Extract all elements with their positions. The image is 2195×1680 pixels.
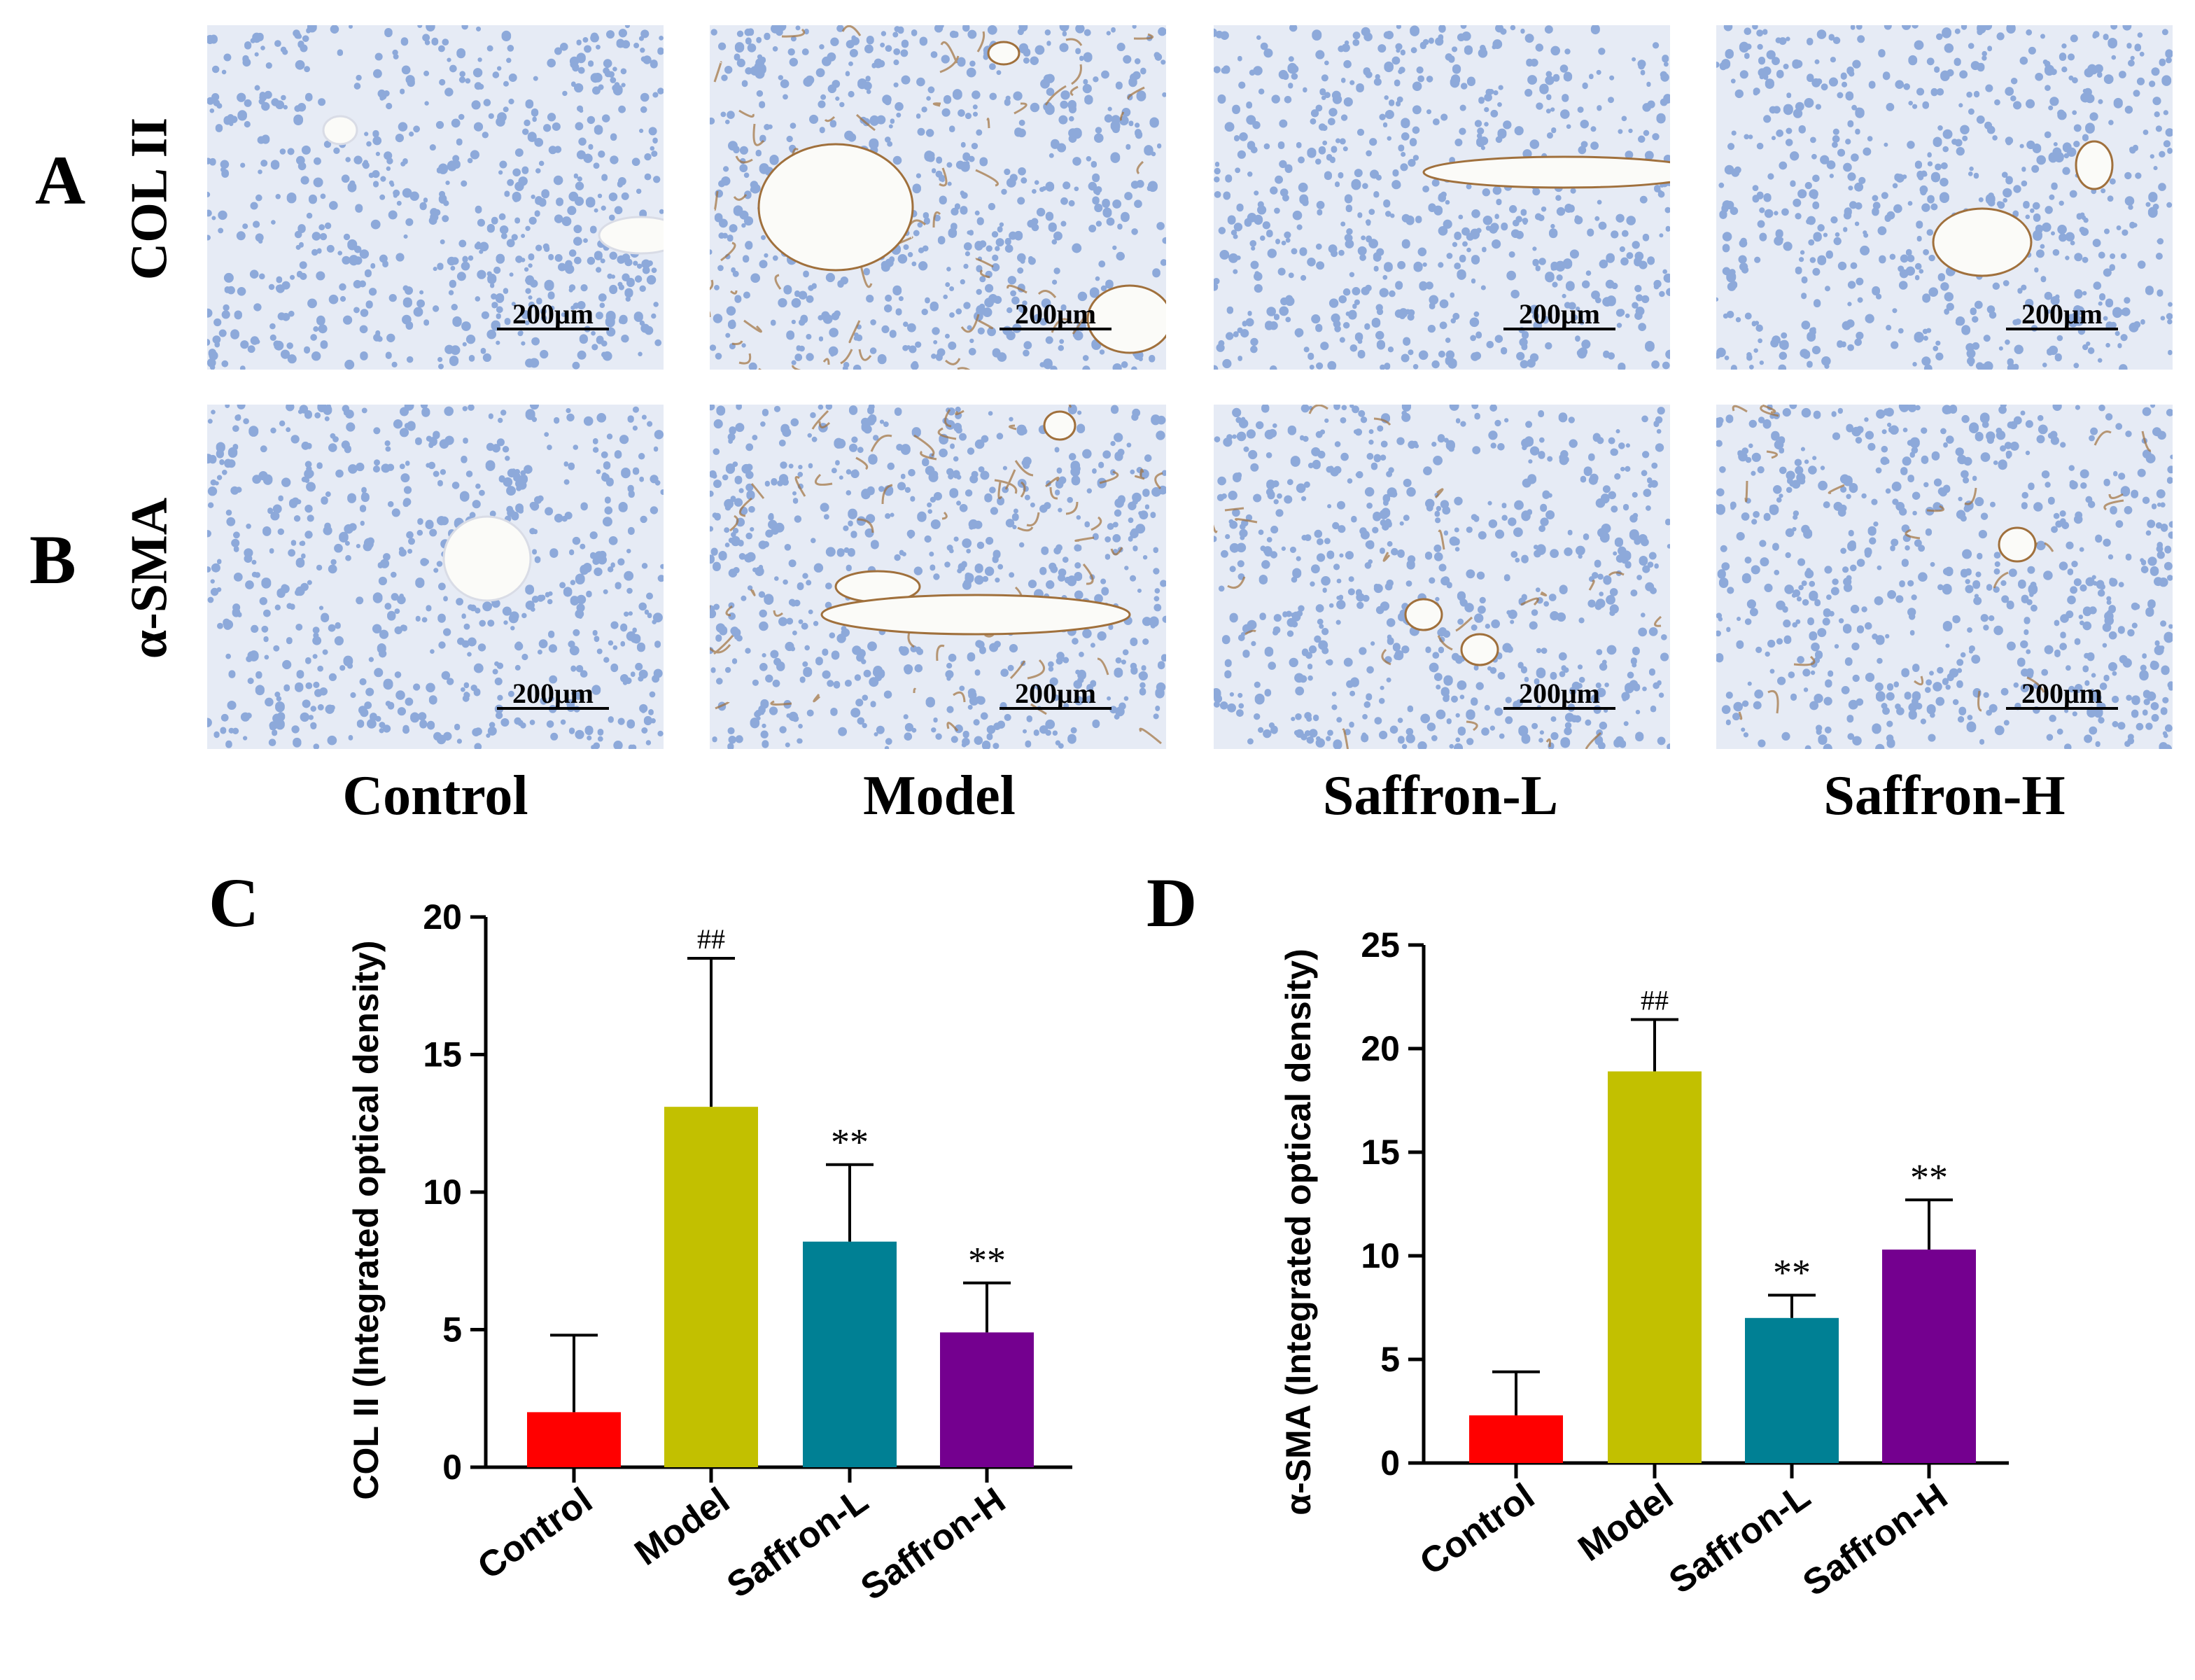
y-tick-label: 5 [1380, 1340, 1400, 1379]
x-tick-label: Control [1412, 1476, 1542, 1583]
y-tick-label: 5 [442, 1310, 462, 1350]
chart-c: 0 5 10 15 20 Control ## Model ** Saffron-L ** Saffr… [346, 897, 1072, 1609]
group-label-model: Model [863, 765, 1016, 827]
x-tick-label: Model [1571, 1476, 1681, 1569]
scale-bar-label: 200μm [512, 678, 594, 709]
scale-bar-label: 200μm [2021, 298, 2103, 330]
panel-letter-a: A [35, 141, 86, 219]
bar-saffron-h [940, 1332, 1034, 1467]
x-tick-label: Saffron-H [854, 1480, 1013, 1608]
x-tick-label: Saffron-L [1662, 1476, 1818, 1602]
x-tick-label: Control [470, 1480, 600, 1588]
micrograph-asma-saffron-l: 200μm [1214, 405, 1670, 749]
significance-mark: ## [697, 923, 725, 955]
bar-control [527, 1412, 621, 1467]
y-tick-label: 0 [1380, 1443, 1400, 1483]
y-tick-label: 10 [1361, 1236, 1400, 1275]
scale-bar-label: 200μm [1519, 678, 1600, 709]
scale-bar-label: 200μm [512, 298, 594, 330]
significance-mark: ** [831, 1121, 869, 1163]
significance-mark: ## [1641, 985, 1669, 1016]
y-tick-label: 0 [442, 1448, 462, 1487]
group-label-saffron-h: Saffron-H [1823, 765, 2066, 827]
y-tick-label: 20 [1361, 1029, 1400, 1068]
y-tick-label: 15 [423, 1035, 462, 1074]
micrograph-col2-control: 200μm [207, 25, 664, 370]
group-label-saffron-l: Saffron-L [1322, 765, 1559, 827]
bar-saffron-l [1745, 1317, 1839, 1463]
panel-letter-d: D [1146, 864, 1198, 941]
scale-bar-label: 200μm [1015, 678, 1096, 709]
bar-control [1469, 1415, 1563, 1463]
micrograph-asma-model: 200μm [710, 405, 1166, 749]
y-tick-label: 20 [423, 897, 462, 937]
chart-d: 0 5 10 15 20 25 Control ## Model ** Saffron-L ** Saf… [1279, 925, 2009, 1604]
bar-model [1608, 1071, 1702, 1463]
bar-saffron-l [803, 1241, 897, 1467]
significance-mark: ** [1910, 1156, 1948, 1198]
x-tick-label: Saffron-H [1796, 1476, 1955, 1604]
scale-bar-label: 200μm [2021, 678, 2103, 709]
y-tick-label: 15 [1361, 1133, 1400, 1172]
y-tick-label: 25 [1361, 925, 1400, 965]
significance-mark: ** [1773, 1252, 1811, 1294]
micrograph-asma-control: 200μm [207, 405, 664, 749]
micrograph-col2-model: 200μm [710, 25, 1166, 370]
x-tick-label: Saffron-L [720, 1480, 876, 1606]
panel-letter-b: B [29, 521, 76, 598]
micrograph-col2-saffron-h: 200μm [1716, 25, 2173, 370]
y-axis-label: COL II (Integrated optical density) [346, 940, 386, 1499]
y-tick-label: 10 [423, 1172, 462, 1212]
scale-bar-label: 200μm [1015, 298, 1096, 330]
group-label-control: Control [342, 765, 528, 827]
y-axis-label: α-SMA (Integrated optical density) [1279, 948, 1318, 1516]
scale-bar-label: 200μm [1519, 298, 1600, 330]
panel-letter-c: C [209, 864, 260, 941]
bar-saffron-h [1882, 1250, 1976, 1463]
bar-model [664, 1107, 758, 1467]
x-tick-label: Model [628, 1480, 737, 1574]
significance-mark: ** [968, 1240, 1006, 1282]
micrograph-asma-saffron-h: 200μm [1716, 405, 2173, 749]
micrograph-col2-saffron-l: 200μm [1214, 25, 1670, 370]
